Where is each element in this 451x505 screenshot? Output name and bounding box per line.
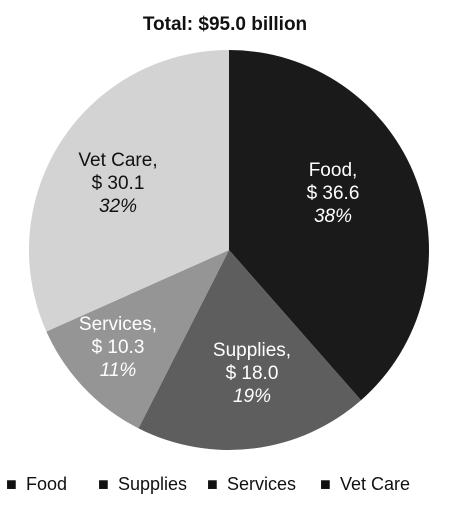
slice-vet-care-value: $ 30.1 (92, 173, 145, 194)
slice-services-value: $ 10.3 (92, 337, 145, 358)
legend-marker-food: ■ (6, 474, 17, 494)
legend: ■ Food ■ Supplies ■ Services ■ Vet Care (6, 474, 410, 494)
slice-food-value: $ 36.6 (307, 183, 360, 204)
slice-food-percent: 38% (314, 206, 352, 227)
legend-marker-supplies: ■ (98, 474, 109, 494)
slice-vet-care-name: Vet Care, (78, 150, 157, 171)
legend-marker-vet-care: ■ (320, 474, 331, 494)
slice-vet-care (29, 50, 230, 332)
slice-supplies-name: Supplies, (213, 340, 291, 361)
pie-slices (29, 50, 429, 450)
slice-supplies (138, 250, 362, 450)
slice-food (229, 50, 429, 401)
slice-services-name: Services, (79, 314, 157, 335)
slice-vet-care-percent: 32% (99, 196, 137, 217)
chart-title: Total: $95.0 billion (143, 14, 307, 35)
legend-label-services: Services (227, 474, 296, 494)
legend-label-supplies: Supplies (118, 474, 187, 494)
legend-label-food: Food (26, 474, 67, 494)
slice-services-percent: 11% (100, 360, 137, 381)
slice-services (46, 250, 229, 429)
legend-marker-services: ■ (207, 474, 218, 494)
legend-label-vet-care: Vet Care (340, 474, 410, 494)
slice-supplies-value: $ 18.0 (226, 363, 279, 384)
slice-supplies-percent: 19% (233, 386, 271, 407)
slice-labels: Food,$ 36.638% Supplies,$ 18.019% Services… (78, 150, 359, 407)
slice-food-name: Food, (309, 160, 358, 181)
